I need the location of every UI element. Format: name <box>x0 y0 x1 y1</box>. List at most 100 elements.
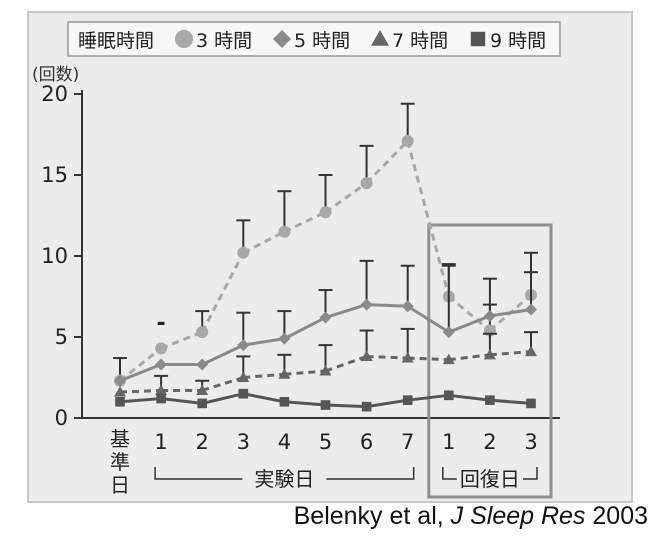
x-tick-label: 5 <box>319 430 332 454</box>
recovery-highlight-box <box>427 223 553 499</box>
series-line-segment <box>325 403 367 409</box>
series-line-segment <box>242 230 286 255</box>
data-point <box>525 303 537 316</box>
y-tick-label: 5 <box>55 325 68 349</box>
series-line-segment <box>119 388 162 394</box>
legend-marker-diamond <box>273 30 291 48</box>
x-tick-label: 2 <box>196 430 209 454</box>
citation-authors: Belenky et al, <box>293 502 451 530</box>
data-point <box>401 134 414 147</box>
x-tick-label: 6 <box>360 430 373 454</box>
plot-area: - <box>113 102 538 412</box>
data-point <box>197 398 207 409</box>
legend-label: 5 時間 <box>294 30 350 52</box>
series-diamond <box>114 259 538 387</box>
y-tick-label: 0 <box>55 406 68 430</box>
data-point <box>402 395 413 405</box>
y-tick-label: 20 <box>41 82 68 106</box>
series-line-segment <box>243 372 285 379</box>
legend-marker-square <box>470 31 486 47</box>
series-line-segment <box>201 392 244 405</box>
series-line-segment <box>448 393 491 402</box>
series-line-segment <box>200 252 245 333</box>
group-bracket-left <box>442 467 457 480</box>
data-point <box>279 397 290 407</box>
group-bracket-right <box>523 467 538 480</box>
series-line-segment <box>243 392 285 404</box>
series-line-segment <box>406 140 451 297</box>
data-point <box>483 348 496 360</box>
data-point <box>525 345 537 357</box>
series-line-segment <box>284 369 326 376</box>
x-tick-label: 1 <box>442 430 455 454</box>
series-line-segment <box>407 356 449 362</box>
data-point <box>237 246 250 259</box>
series-square <box>115 388 536 412</box>
data-point <box>114 374 126 387</box>
series-line-segment <box>489 307 532 318</box>
data-point <box>442 326 455 339</box>
series-line-segment <box>489 350 532 357</box>
data-point <box>526 398 536 409</box>
data-point <box>401 300 414 313</box>
data-point <box>238 388 249 399</box>
data-point <box>401 352 414 363</box>
series-line-segment <box>448 353 491 362</box>
data-point <box>360 350 373 361</box>
legend-marker-circle <box>175 30 193 48</box>
series-line-segment <box>324 181 368 214</box>
series-line-segment <box>448 314 491 334</box>
group-bracket-right <box>326 467 415 480</box>
citation-journal: J Sleep Res <box>450 502 586 530</box>
data-point <box>319 311 332 324</box>
data-point <box>155 342 168 355</box>
data-point <box>320 400 331 410</box>
legend-title: 睡眠時間 <box>78 30 154 52</box>
series-line-segment <box>119 363 162 383</box>
group-label: 回復日 <box>460 467 520 491</box>
legend-marker-triangle <box>371 30 389 46</box>
series-line-segment <box>160 397 203 405</box>
series-line-segment <box>407 393 449 402</box>
data-point <box>278 368 291 379</box>
y-tick-label: 15 <box>41 163 68 187</box>
citation-year: 2003 <box>585 502 648 530</box>
series-line-segment <box>325 303 368 319</box>
data-point <box>319 206 332 219</box>
data-point <box>155 358 168 371</box>
data-point <box>196 326 209 339</box>
series-line-segment <box>283 316 327 340</box>
x-tick-label: 3 <box>237 430 250 454</box>
data-point <box>444 390 454 401</box>
x-tick-label: 日 <box>110 473 130 497</box>
data-point <box>278 225 291 238</box>
y-tick-label: 10 <box>41 244 68 268</box>
data-point <box>115 397 125 407</box>
series-line-segment <box>119 397 162 404</box>
data-point <box>278 332 291 345</box>
x-tick-label: 準 <box>110 450 130 474</box>
data-point <box>196 358 209 371</box>
group-bracket-left <box>154 467 243 480</box>
x-tick-label: 4 <box>278 430 291 454</box>
series-triangle <box>114 327 538 397</box>
data-point <box>360 298 373 311</box>
group-label: 実験日 <box>254 467 314 491</box>
data-point <box>155 384 168 395</box>
series-line-segment <box>406 304 450 334</box>
series-line-segment <box>366 398 408 409</box>
data-point <box>196 384 209 395</box>
legend: 睡眠時間 3 時間 5 時間 7 時間 9 時間 <box>67 21 561 57</box>
data-point <box>360 177 373 190</box>
y-axis-unit: (回数) <box>32 65 79 85</box>
series-line-segment <box>489 398 532 405</box>
series-line-segment <box>366 303 408 308</box>
series-line-segment <box>365 139 409 185</box>
data-point <box>485 395 495 405</box>
data-point <box>114 386 126 397</box>
legend-label: 3 時間 <box>196 30 252 52</box>
x-tick-label: 3 <box>524 430 537 454</box>
legend-label: 7 時間 <box>392 30 448 52</box>
